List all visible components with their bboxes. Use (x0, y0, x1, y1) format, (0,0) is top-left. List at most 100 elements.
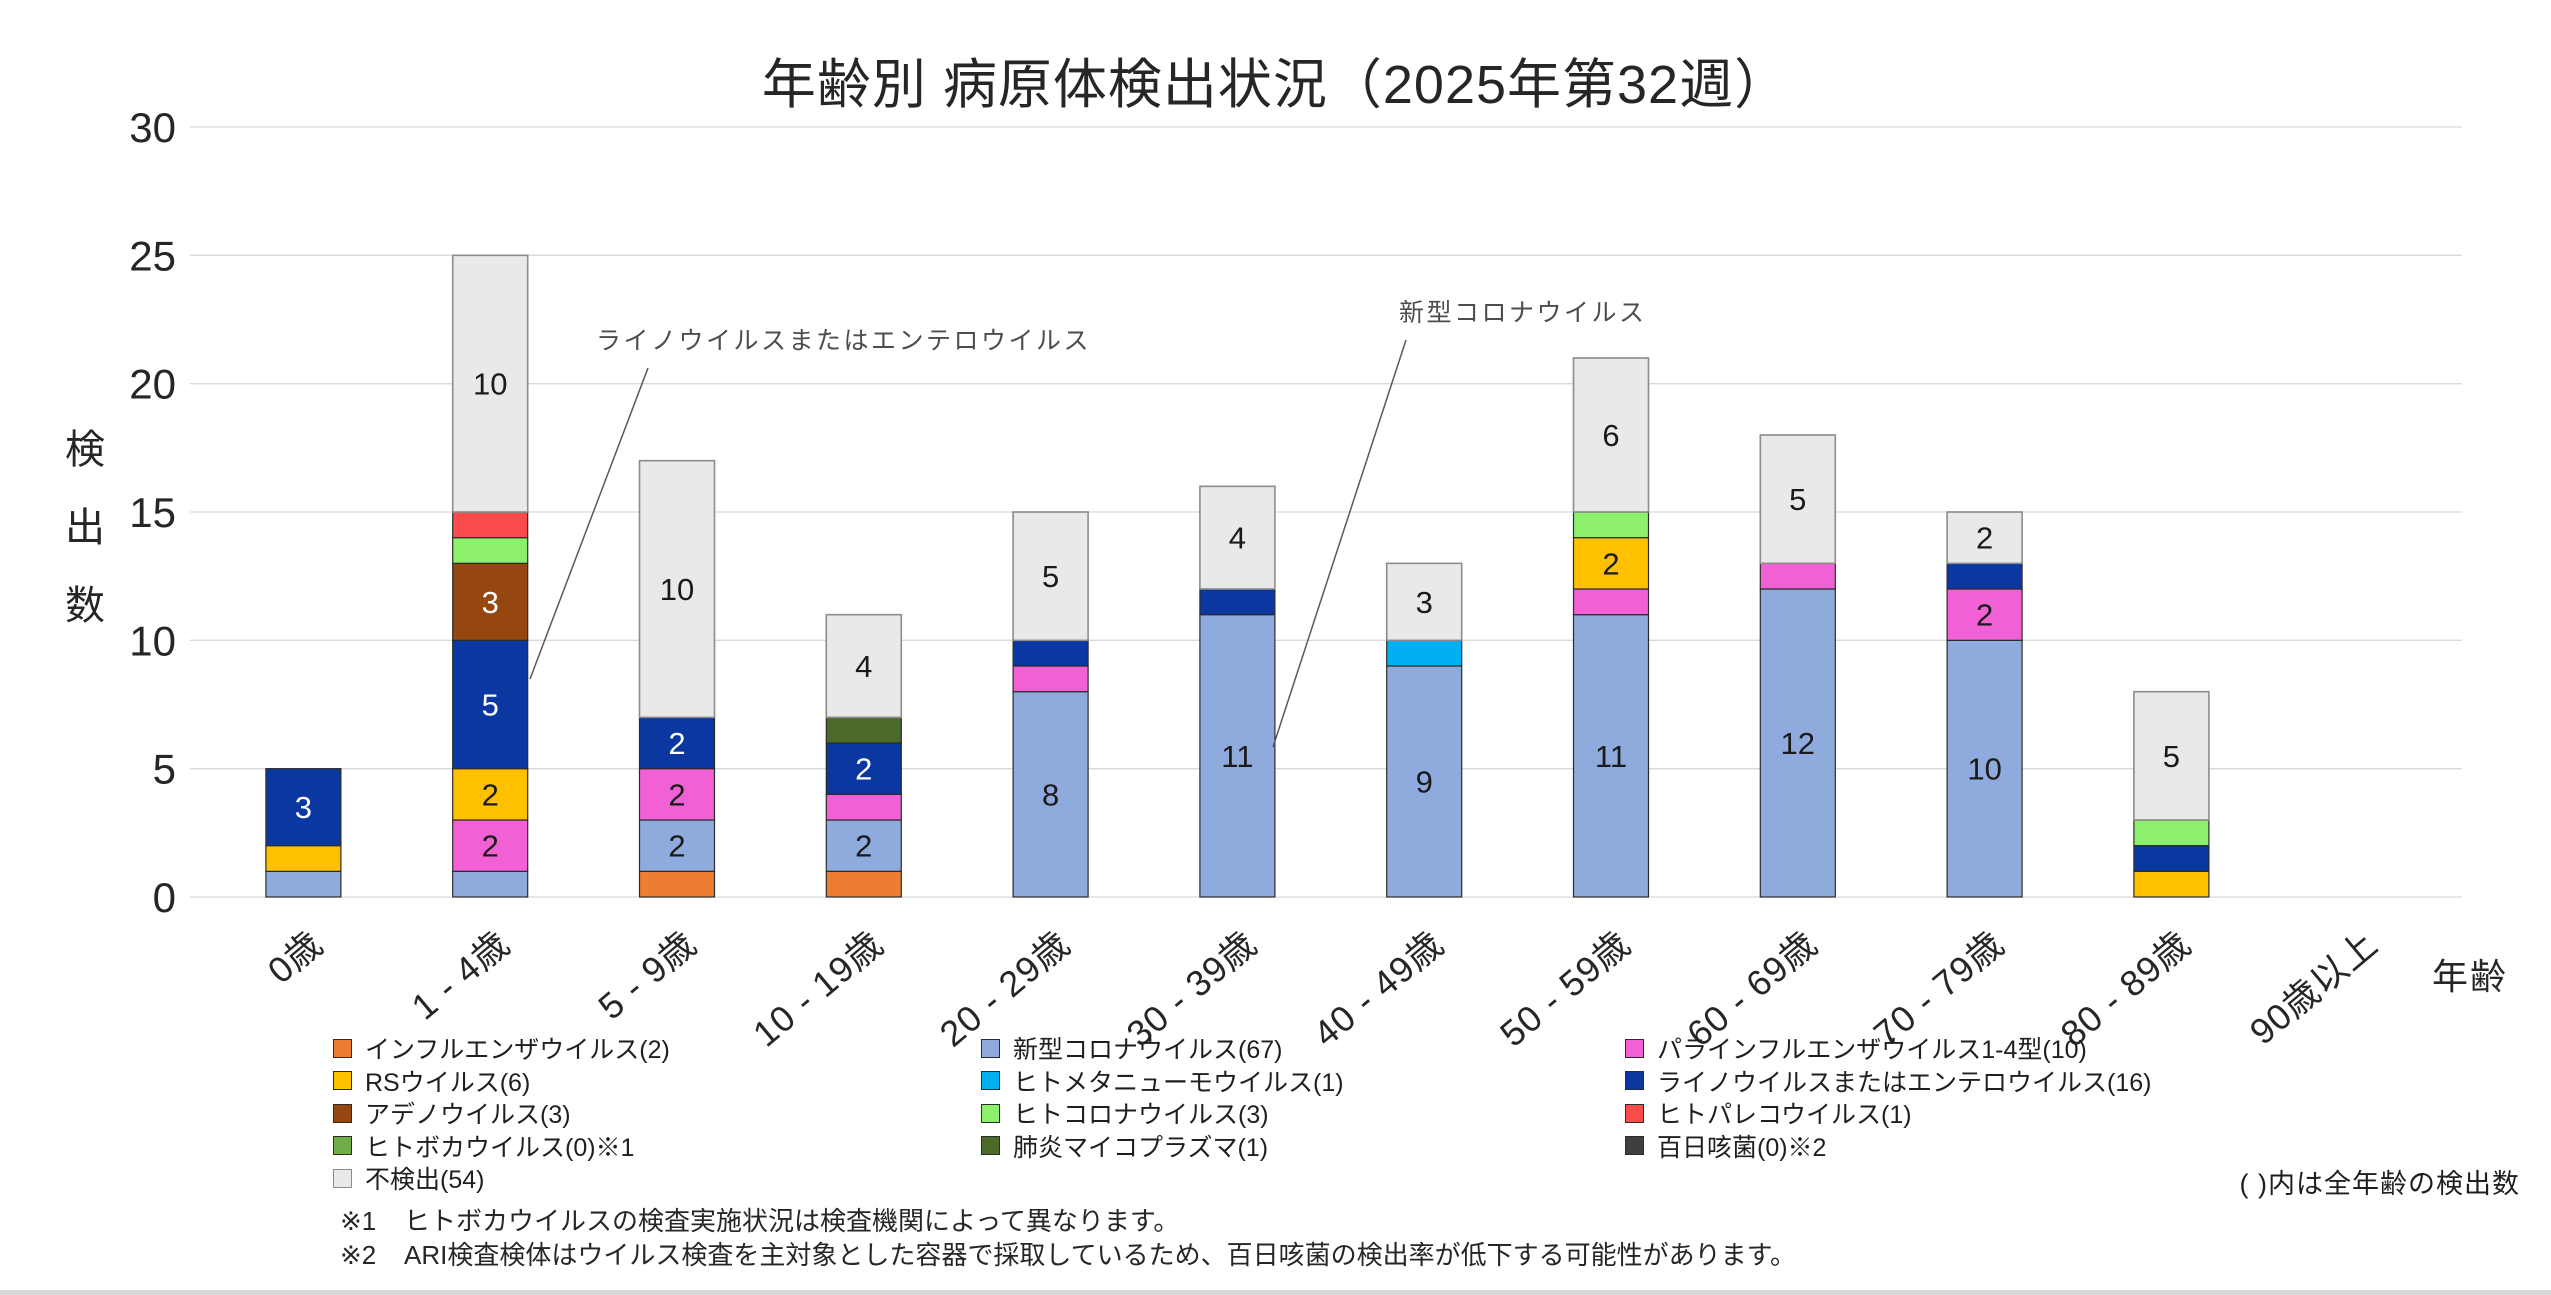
bar-value-label: 4 (855, 649, 872, 684)
legend-label: ヒトコロナウイルス(3) (1013, 1101, 1269, 1130)
bar-segment (1946, 511, 2023, 565)
legend-label: 百日咳菌(0)※2 (1657, 1133, 1827, 1162)
legend-swatch (333, 1103, 352, 1123)
bar-segment (1946, 639, 2023, 898)
bar-value-label: 6 (1602, 418, 1619, 453)
bar-segment (1572, 537, 1650, 590)
x-tick-label: 40 - 49歳 (1305, 923, 1451, 1055)
bar-segment (1946, 588, 2023, 641)
y-tick-label: 25 (129, 232, 176, 279)
legend-item: パラインフルエンザウイルス1-4型(10) (1625, 1033, 2087, 1064)
screenshot-bottom-edge (0, 1290, 2551, 1295)
bar-segment (452, 768, 529, 821)
y-tick-label: 15 (129, 489, 176, 536)
y-tick-label: 5 (153, 746, 176, 793)
bar-segment (825, 819, 902, 872)
bar-segment (452, 537, 529, 564)
bar-value-label: 2 (482, 777, 499, 812)
legend-swatch (981, 1071, 1000, 1091)
annotation-leader-line (529, 367, 649, 680)
bar-value-label: 3 (482, 585, 499, 620)
legend-label: 新型コロナウイルス(67) (1013, 1036, 1283, 1064)
bar-value-label: 5 (1042, 559, 1059, 594)
bar-segment (265, 768, 342, 847)
legend-swatch (1625, 1103, 1644, 1123)
legend-item: 不検出(54) (333, 1163, 484, 1194)
footnote-1: ※1 ヒトボカウイルスの検査実施状況は検査機関によって異なります。 (340, 1204, 1796, 1238)
bar-value-label: 11 (1595, 739, 1627, 774)
bar-segment (452, 819, 529, 872)
bar-value-label: 2 (855, 752, 872, 787)
bar-value-label: 2 (482, 829, 499, 864)
bar-value-label: 8 (1042, 777, 1059, 812)
bar-value-label: 5 (1789, 482, 1806, 517)
legend-item: アデノウイルス(3) (333, 1098, 571, 1130)
legend-label: ヒトパレコウイルス(1) (1657, 1101, 1912, 1130)
bar-segment (265, 870, 342, 898)
bar-segment (1385, 562, 1463, 642)
bar-segment (1572, 357, 1650, 513)
bar-segment (452, 870, 529, 898)
bar-segment (825, 716, 902, 744)
bar-segment (638, 716, 716, 770)
bar-segment (1572, 511, 1650, 539)
bar-value-label: 10 (660, 572, 694, 607)
footnotes: ※1 ヒトボカウイルスの検査実施状況は検査機関によって異なります。 ※2 ARI検査… (340, 1204, 1796, 1272)
legend-swatch (1625, 1038, 1644, 1058)
legend-item: インフルエンザウイルス(2) (333, 1033, 670, 1064)
y-tick-label: 0 (153, 874, 176, 921)
bar-segment (1012, 665, 1089, 693)
chart-title: 年齢別 病原体検出状況（2025年第32週） (761, 55, 1790, 115)
bar-segment (1199, 588, 1276, 616)
y-tick-label: 10 (129, 617, 176, 664)
bar-value-label: 9 (1416, 765, 1433, 800)
legend-item: 新型コロナウイルス(67) (981, 1033, 1283, 1064)
footnote-2-marker: ※2 (340, 1240, 377, 1270)
legend-label: インフルエンザウイルス(2) (365, 1036, 670, 1064)
bar-segment (638, 819, 716, 872)
bar-segment (1759, 434, 1837, 565)
legend-item: RSウイルス(6) (333, 1066, 531, 1097)
legend-swatch (333, 1136, 352, 1156)
legend-swatch (981, 1136, 1000, 1156)
legend-swatch (333, 1038, 352, 1058)
bar-value-label: 10 (473, 367, 507, 402)
legend-label: 肺炎マイコプラズマ(1) (1013, 1133, 1269, 1162)
footnote-1-marker: ※1 (340, 1206, 377, 1236)
legend-item: ヒトボカウイルス(0)※1 (333, 1131, 634, 1162)
bar-value-label: 2 (668, 777, 685, 812)
bar-segment (265, 845, 342, 872)
x-tick-label: 50 - 59歳 (1492, 923, 1638, 1055)
footnote-2-text: ARI検査検体はウイルス検査を主対象とした容器で採取しているため、百日咳菌の検出… (404, 1240, 1796, 1270)
legend-label: RSウイルス(6) (365, 1068, 531, 1097)
bar-value-label: 4 (1229, 521, 1246, 556)
legend-swatch (333, 1071, 352, 1091)
legend-label: アデノウイルス(3) (365, 1101, 571, 1130)
bar-segment (825, 742, 902, 795)
legend-item: ヒトメタニューモウイルス(1) (981, 1066, 1344, 1097)
footnote-2: ※2 ARI検査検体はウイルス検査を主対象とした容器で採取しているため、百日咳菌の… (340, 1238, 1796, 1272)
bar-value-label: 10 (1967, 752, 2001, 787)
bar-value-label: 2 (668, 829, 685, 864)
bar-value-label: 2 (668, 726, 685, 761)
legend-swatch (1625, 1071, 1644, 1091)
legend-swatch (981, 1038, 1000, 1058)
bar-segment (1386, 665, 1463, 898)
bar-segment (1012, 639, 1089, 667)
bar-value-label: 2 (855, 829, 872, 864)
bar-value-label: 3 (295, 790, 312, 825)
legend-swatch (981, 1103, 1000, 1123)
bar-value-label: 5 (2163, 739, 2180, 774)
y-tick-label: 20 (129, 361, 176, 408)
bar-segment (1386, 639, 1463, 667)
legend-label: ヒトメタニューモウイルス(1) (1013, 1068, 1344, 1097)
bar-value-label: 5 (482, 688, 499, 723)
x-tick-label: 10 - 19歳 (745, 923, 891, 1055)
bar-segment (452, 562, 529, 641)
bar-segment (1759, 562, 1836, 590)
legend-item: ライノウイルスまたはエンテロウイルス(16) (1625, 1066, 2151, 1097)
bar-segment (1012, 511, 1089, 642)
annotation-label: 新型コロナウイルス (1399, 299, 1647, 327)
bar-segment (2133, 845, 2210, 872)
